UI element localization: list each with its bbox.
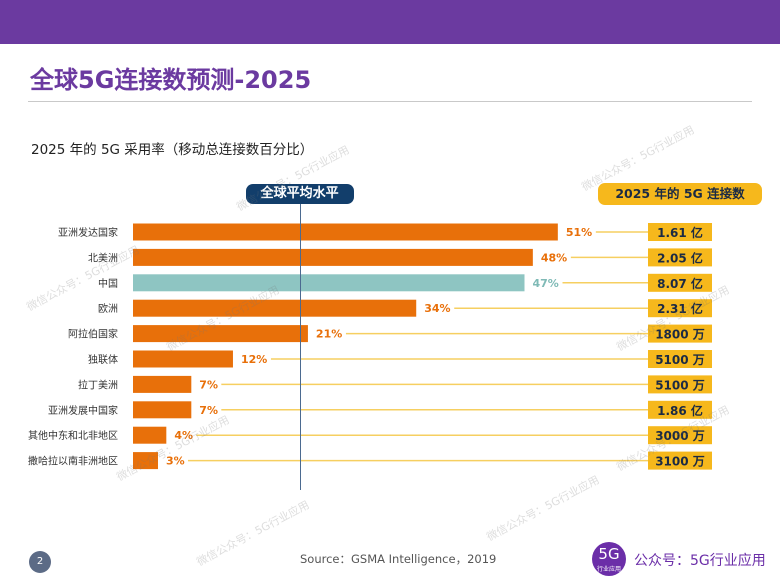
brand-logo: 5G 行业应用 bbox=[592, 542, 626, 576]
bar bbox=[133, 299, 417, 317]
category-label: 亚洲发达国家 bbox=[58, 226, 118, 239]
source-note: Source：GSMA Intelligence，2019 bbox=[300, 552, 497, 566]
value-label: 51% bbox=[566, 226, 592, 239]
category-label: 撒哈拉以南非洲地区 bbox=[28, 455, 118, 468]
divider bbox=[28, 101, 752, 102]
chart-title: 2025 年的 5G 采用率（移动总连接数百分比） bbox=[31, 142, 314, 158]
bar bbox=[133, 325, 308, 343]
value-label: 7% bbox=[199, 404, 218, 417]
page-title: 全球5G连接数预测-2025 bbox=[30, 66, 312, 94]
connections-header: 2025 年的 5G 连接数 bbox=[598, 183, 762, 205]
category-label: 欧洲 bbox=[98, 303, 118, 315]
connections-box bbox=[648, 426, 712, 445]
bar bbox=[133, 223, 558, 241]
category-label: 亚洲发展中国家 bbox=[48, 404, 118, 417]
bar bbox=[133, 452, 158, 470]
connections-value: 1800 万 bbox=[655, 328, 705, 342]
bar bbox=[133, 401, 192, 419]
connections-box bbox=[648, 400, 712, 419]
global-average-line bbox=[299, 204, 301, 490]
connections-box bbox=[648, 273, 712, 292]
category-label: 阿拉伯国家 bbox=[68, 328, 118, 341]
connections-value: 5100 万 bbox=[655, 378, 705, 392]
category-label: 独联体 bbox=[88, 353, 118, 366]
connections-box bbox=[648, 248, 712, 267]
value-label: 7% bbox=[199, 378, 218, 391]
connections-box bbox=[648, 451, 712, 470]
connections-box bbox=[648, 350, 712, 368]
connections-box bbox=[648, 324, 712, 343]
category-label: 其他中东和北非地区 bbox=[28, 429, 118, 442]
value-label: 4% bbox=[174, 429, 193, 442]
connections-box bbox=[648, 299, 712, 318]
connections-value: 5100 万 bbox=[655, 353, 705, 367]
connections-value: 3100 万 bbox=[655, 455, 705, 469]
value-label: 21% bbox=[316, 328, 342, 341]
category-label: 北美洲 bbox=[88, 251, 118, 264]
connections-value: 8.07 亿 bbox=[657, 276, 703, 291]
value-label: 47% bbox=[533, 277, 559, 290]
brand-name: 公众号：5G行业应用 bbox=[634, 553, 766, 569]
category-label: 中国 bbox=[98, 277, 118, 290]
connections-value: 2.31 亿 bbox=[657, 301, 703, 316]
value-label: 3% bbox=[166, 455, 185, 468]
value-label: 12% bbox=[241, 353, 267, 366]
value-label: 34% bbox=[424, 302, 450, 315]
bar bbox=[133, 274, 525, 292]
connections-box bbox=[648, 375, 712, 394]
connections-value: 1.61 亿 bbox=[657, 225, 703, 240]
bar bbox=[133, 375, 192, 393]
bar bbox=[133, 350, 233, 368]
connections-value: 3000 万 bbox=[655, 429, 705, 443]
connections-value: 2.05 亿 bbox=[657, 250, 703, 265]
connections-box bbox=[648, 223, 712, 241]
global-average-label: 全球平均水平 bbox=[245, 184, 354, 204]
page-number: 2 bbox=[29, 551, 51, 573]
top-banner bbox=[0, 0, 780, 44]
connections-value: 1.86 亿 bbox=[657, 403, 703, 418]
value-label: 48% bbox=[541, 251, 567, 264]
bar bbox=[133, 426, 167, 444]
bar bbox=[133, 248, 533, 266]
category-label: 拉丁美洲 bbox=[78, 378, 118, 391]
